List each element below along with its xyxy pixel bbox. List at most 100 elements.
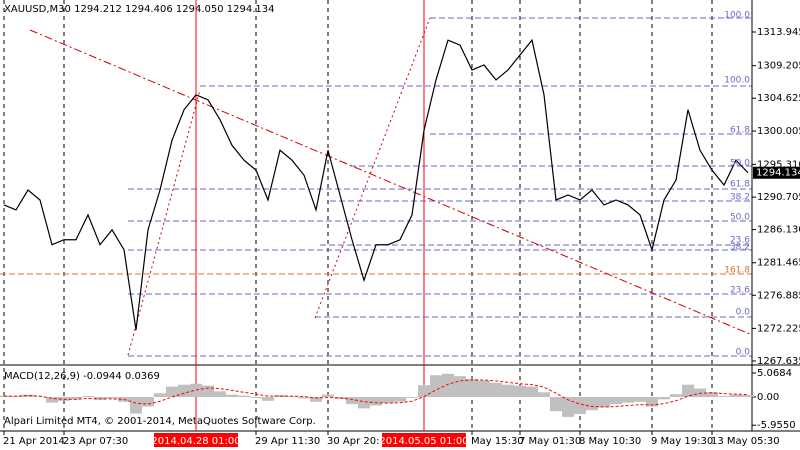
macd-bar <box>46 397 58 403</box>
current-price: 1294.134 <box>756 168 800 179</box>
macd-bar <box>70 397 82 400</box>
chart-title: XAUUSD,M30 1294.212 1294.406 1294.050 12… <box>4 4 274 15</box>
macd-bar <box>526 386 538 398</box>
x-tick-label: 29 Apr 11:30 <box>255 436 320 447</box>
fib-label: 61.8 <box>730 126 750 136</box>
macd-bar <box>82 396 94 398</box>
fib-lines <box>0 17 752 357</box>
macd-bar <box>718 396 730 398</box>
fib-label: 100.0 <box>724 76 750 86</box>
macd-bar <box>238 395 250 398</box>
macd-bar <box>418 385 430 398</box>
x-tick-label: 13 May 05:30 <box>711 436 780 447</box>
y-tick-label: 1313.945 <box>757 27 800 38</box>
macd-bar <box>586 397 598 411</box>
fib-label: 61.8 <box>730 180 750 190</box>
y-tick-label: -5.9550 <box>757 420 796 431</box>
fib-label: 161.8 <box>724 266 750 276</box>
macd-bar <box>682 384 694 398</box>
signal-line <box>4 379 749 408</box>
x-tick-label: 2014.05.05 01:00 <box>379 436 468 447</box>
macd-bar <box>274 395 286 398</box>
macd-bar <box>646 397 658 407</box>
macd-bar <box>610 397 622 405</box>
macd-bar <box>598 397 610 408</box>
x-tick-label: 21 Apr 2014 <box>3 436 65 447</box>
macd-bar <box>442 373 454 398</box>
macd-title: MACD(12,26,9) -0.0944 0.0369 <box>4 371 160 382</box>
fib-label: 38.2 <box>730 193 750 203</box>
macd-bar <box>178 384 190 398</box>
time-highlight <box>382 433 466 447</box>
macd-bar <box>430 375 442 398</box>
macd-bar <box>742 395 754 398</box>
macd-bar <box>358 397 370 409</box>
y-tick-label: 1286.130 <box>757 225 800 236</box>
fib-label: 100.0 <box>724 11 750 21</box>
macd-bar <box>658 397 670 400</box>
macd-bar <box>214 391 226 398</box>
macd-bar <box>382 397 394 404</box>
macd-bar <box>562 397 574 417</box>
y-tick-label: 5.0684 <box>757 368 792 379</box>
price-line <box>3 38 749 331</box>
y-tick-label: 1295.310 <box>757 159 800 170</box>
x-tick-label: 23 Apr 07:30 <box>63 436 128 447</box>
y-tick-label: 1290.705 <box>757 192 800 203</box>
y-tick-label: 1309.205 <box>757 61 800 72</box>
macd-bar <box>730 394 742 398</box>
macd-bar <box>190 383 202 398</box>
x-tick-label: 9 May 19:30 <box>651 436 713 447</box>
current-price-box <box>753 166 800 179</box>
y-tick-label: 1281.465 <box>757 258 800 269</box>
fib-label: 50.0 <box>730 159 750 169</box>
x-tick-label: May 15:30 <box>471 436 524 447</box>
macd-bar <box>310 397 322 402</box>
macd-bar <box>478 380 490 398</box>
macd-bar <box>622 397 634 403</box>
macd-bar <box>514 385 526 398</box>
y-tick-label: 1267.635 <box>757 356 800 367</box>
macd-bar <box>142 397 154 407</box>
macd-bar <box>334 397 346 399</box>
fib-fan <box>314 17 431 319</box>
macd-bar <box>298 397 310 399</box>
macd-bar <box>154 393 166 398</box>
fib-label: 50.0 <box>730 213 750 223</box>
fib-label: 38.2 <box>730 243 750 253</box>
macd-bar <box>166 386 178 398</box>
macd-bar <box>262 397 274 401</box>
macd-bar <box>346 397 358 405</box>
macd-bar <box>574 397 586 415</box>
fib-label: 23.6 <box>730 236 750 246</box>
macd-bar <box>202 385 214 398</box>
fib-label: 23.6 <box>730 286 750 296</box>
x-tick-label: 30 Apr 20:30 <box>327 436 392 447</box>
macd-bar <box>130 397 142 414</box>
macd-bar <box>370 397 382 406</box>
x-tick-label: 2014.04.28 01:00 <box>151 436 240 447</box>
macd-bar <box>670 394 682 398</box>
macd-bar <box>226 394 238 398</box>
x-tick-label: 7 May 01:30 <box>519 436 581 447</box>
y-tick-label: 1272.225 <box>757 323 800 334</box>
macd-bar <box>406 397 418 398</box>
x-tick-label: 8 May 10:30 <box>579 436 641 447</box>
copyright: Alpari Limited MT4, © 2001-2014, MetaQuo… <box>4 416 316 427</box>
macd-bar <box>250 397 262 398</box>
y-tick-label: 1276.885 <box>757 290 800 301</box>
fib-label: 0.0 <box>736 308 751 318</box>
macd-bar <box>550 397 562 412</box>
macd-bar <box>538 392 550 398</box>
trend-line <box>29 29 753 336</box>
macd-bar <box>454 376 466 398</box>
macd-bar <box>466 379 478 398</box>
y-tick-label: 1300.005 <box>757 126 800 137</box>
y-tick-label: 0.00 <box>757 392 779 403</box>
macd-bar <box>706 392 718 398</box>
macd-bar <box>106 397 118 399</box>
macd-bar <box>490 382 502 398</box>
macd-bar <box>394 397 406 402</box>
